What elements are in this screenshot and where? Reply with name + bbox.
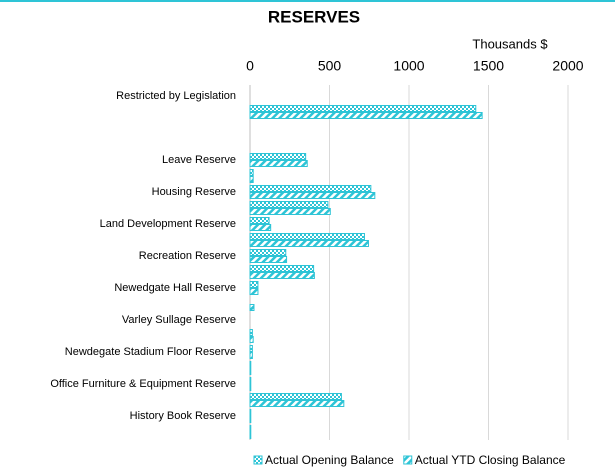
bar: [249, 233, 365, 240]
bar: [249, 352, 253, 359]
bar: [249, 361, 252, 368]
bar: [249, 201, 329, 208]
bar: [249, 416, 252, 423]
bar: [249, 217, 270, 224]
bar: [249, 432, 252, 439]
bar: [249, 393, 342, 400]
x-tick-label: 0: [246, 58, 254, 74]
bar: [249, 281, 259, 288]
bar: [249, 384, 252, 391]
y-tick-label: Newedgate Hall Reserve: [114, 282, 236, 294]
x-tick-label: 2000: [552, 58, 583, 74]
x-tick-label: 500: [318, 58, 342, 74]
bar: [249, 153, 307, 160]
bar: [249, 224, 272, 231]
y-tick-label: Office Furniture & Equipment Reserve: [50, 378, 236, 390]
legend-label: Actual Opening Balance: [265, 453, 394, 467]
bar: [249, 272, 315, 279]
bar: [249, 169, 254, 176]
bar: [249, 329, 253, 336]
bar: [249, 256, 288, 263]
y-tick-label: Restricted by Legislation: [116, 90, 236, 102]
bar: [249, 176, 254, 183]
bar: [249, 400, 345, 407]
chart-title: RESERVES: [268, 7, 360, 26]
bar: [249, 288, 259, 295]
bar: [249, 345, 253, 352]
bar: [249, 265, 315, 272]
x-tick-label: 1000: [393, 58, 424, 74]
y-tick-label: Leave Reserve: [162, 154, 236, 166]
bar: [249, 160, 308, 167]
bar: [249, 336, 254, 343]
y-tick-label: Land Development Reserve: [100, 218, 236, 230]
bar: [249, 240, 369, 247]
bar: [249, 249, 287, 256]
y-tick-label: History Book Reserve: [130, 410, 236, 422]
y-tick-label: Varley Sullage Reserve: [122, 314, 236, 326]
y-tick-label: Recreation Reserve: [139, 250, 236, 262]
legend-swatch: [403, 455, 413, 465]
bar: [249, 208, 331, 215]
bar: [249, 425, 252, 432]
bar: [249, 185, 372, 192]
bar: [249, 409, 252, 416]
bar: [249, 192, 376, 199]
legend-label: Actual YTD Closing Balance: [415, 453, 566, 467]
x-tick-label: 1500: [473, 58, 504, 74]
bar: [249, 304, 255, 311]
axis-label: Thousands $: [472, 36, 548, 51]
bar: [249, 377, 252, 384]
bar: [249, 112, 483, 119]
bar: [249, 105, 477, 112]
legend-swatch: [253, 455, 263, 465]
y-tick-label: Housing Reserve: [152, 186, 236, 198]
y-tick-label: Newdegate Stadium Floor Reserve: [65, 346, 236, 358]
bar: [249, 368, 252, 375]
